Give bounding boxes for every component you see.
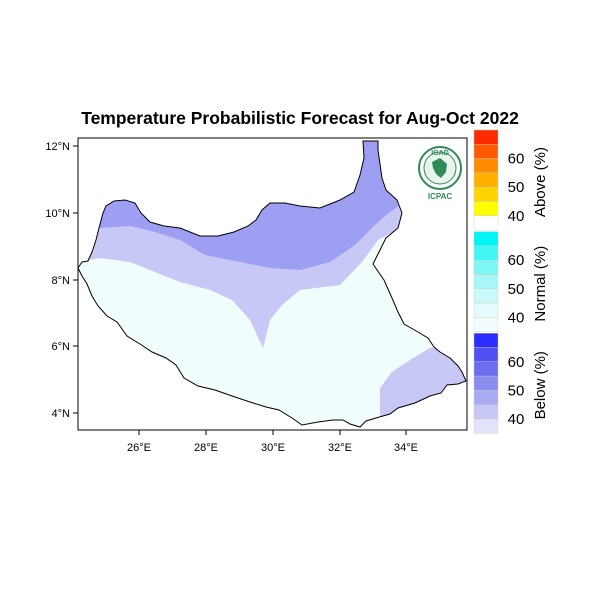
y-tick-label: 12°N [45,141,70,153]
x-tick-label: 28°E [194,442,218,454]
legend-swatch [473,418,499,434]
legend-label: 60 [508,354,525,371]
y-tick-label: 6°N [52,341,71,353]
x-axis: 26°E 28°E 30°E 32°E 34°E [127,430,418,454]
legend: 60 50 40 Above (%) 60 50 40 Normal (%) 60 50 40 Bel… [473,129,549,434]
legend-label: 40 [508,208,525,225]
y-tick-label: 8°N [52,275,71,287]
country-border [77,140,467,428]
legend-swatch [473,245,499,261]
legend-swatch [473,347,499,363]
legend-swatch [473,144,499,159]
logo-bottom-text: ICPAC [428,192,453,201]
legend-swatch [473,172,499,188]
legend-label: 60 [508,252,525,269]
x-tick-label: 34°E [394,442,418,454]
legend-label: 50 [508,179,525,196]
legend-swatch [473,186,499,202]
legend-swatch [473,129,499,145]
legend-swatch [473,302,499,318]
legend-label: 60 [508,151,525,168]
x-tick-label: 26°E [127,442,151,454]
legend-swatch [473,404,499,420]
x-tick-label: 32°E [328,442,352,454]
legend-group-title: Above (%) [532,147,549,217]
legend-swatch [473,375,499,391]
y-axis: 12°N 10°N 8°N 6°N 4°N [45,141,78,420]
logo-top-text: IGAD [431,150,449,157]
legend-swatch [473,260,499,275]
igad-icpac-logo: IGAD ICPAC [418,146,462,201]
legend-group-title: Normal (%) [532,246,549,322]
legend-group-title: Below (%) [532,351,549,419]
legend-label: 40 [508,309,525,326]
legend-label: 50 [508,382,525,399]
x-tick-label: 30°E [261,442,285,454]
legend-swatch [473,158,499,174]
legend-swatch [473,231,499,247]
y-tick-label: 4°N [52,408,71,420]
legend-label: 40 [508,411,525,428]
legend-swatch [473,274,499,290]
africa-map-icon [432,158,447,178]
legend-swatch [473,288,499,304]
y-tick-label: 10°N [45,208,70,220]
legend-swatch [473,317,499,332]
legend-swatch [473,361,499,377]
legend-swatch [473,215,499,231]
legend-swatch [473,201,499,217]
legend-label: 50 [508,281,525,298]
legend-swatch [473,390,499,405]
legend-swatch [473,333,499,348]
map-title: Temperature Probabilistic Forecast for A… [81,108,519,128]
